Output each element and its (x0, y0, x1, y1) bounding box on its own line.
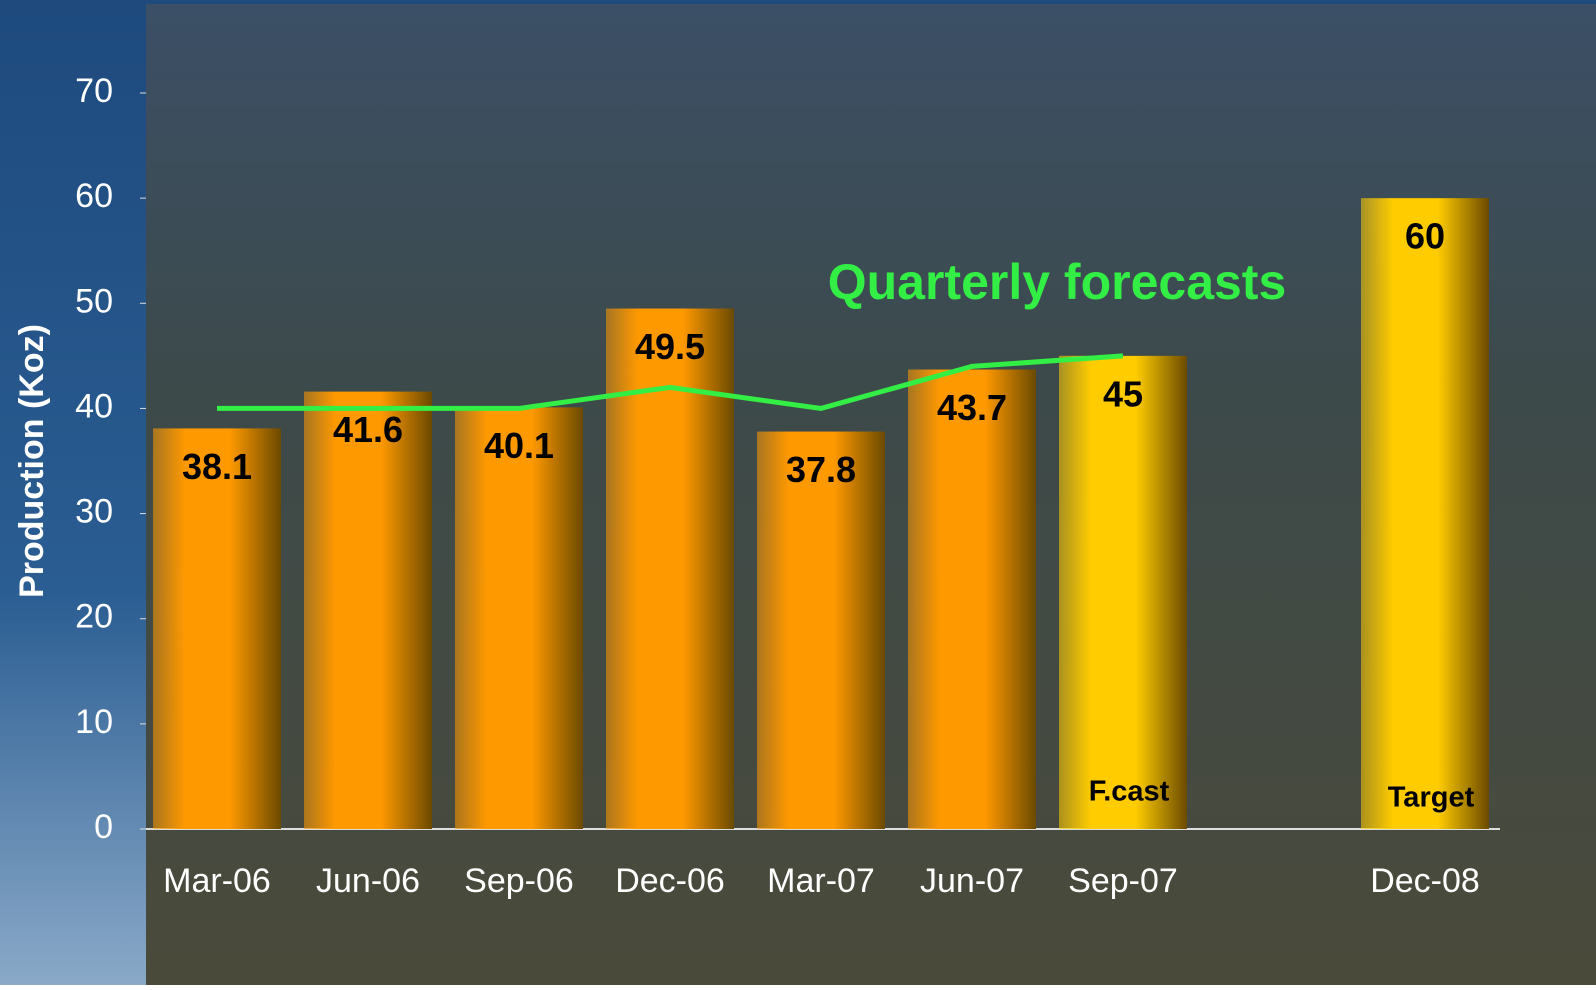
value-label: 43.7 (937, 387, 1007, 428)
bar (908, 369, 1036, 829)
bar (1361, 198, 1489, 830)
bar-note: Target (1388, 782, 1475, 814)
bar-note: F.cast (1089, 776, 1170, 808)
value-label: 41.6 (333, 409, 403, 450)
x-tick-label: Dec-08 (1370, 862, 1480, 900)
bar (455, 407, 583, 829)
value-label: 38.1 (182, 446, 252, 487)
value-label: 40.1 (484, 425, 554, 466)
x-tick-label: Jun-07 (920, 862, 1024, 900)
y-tick-label: 60 (75, 177, 113, 215)
forecast-line (217, 353, 1124, 411)
x-tick-label: Dec-06 (615, 862, 725, 900)
value-label: 49.5 (635, 326, 705, 367)
value-label: 60 (1405, 216, 1445, 257)
x-tick-label: Sep-06 (464, 862, 574, 900)
y-tick-label: 30 (75, 493, 113, 531)
bar (153, 428, 281, 829)
x-tick-label: Mar-06 (163, 862, 271, 900)
x-tick-label: Mar-07 (767, 862, 875, 900)
y-tick-label: 0 (94, 808, 113, 846)
y-tick-label: 40 (75, 387, 113, 425)
line-label: Quarterly forecasts (828, 254, 1287, 310)
y-tick-label: 20 (75, 598, 113, 636)
y-tick-label: 70 (75, 72, 113, 110)
bar (757, 431, 885, 829)
y-tick-label: 50 (75, 282, 113, 320)
y-axis-label: Production (Koz) (13, 324, 51, 598)
bar (304, 391, 432, 829)
value-label: 37.8 (786, 449, 856, 490)
x-tick-label: Jun-06 (316, 862, 420, 900)
bar (1059, 355, 1187, 829)
x-tick-label: Sep-07 (1068, 862, 1178, 900)
y-tick-label: 10 (75, 703, 113, 741)
value-label: 45 (1103, 373, 1143, 414)
